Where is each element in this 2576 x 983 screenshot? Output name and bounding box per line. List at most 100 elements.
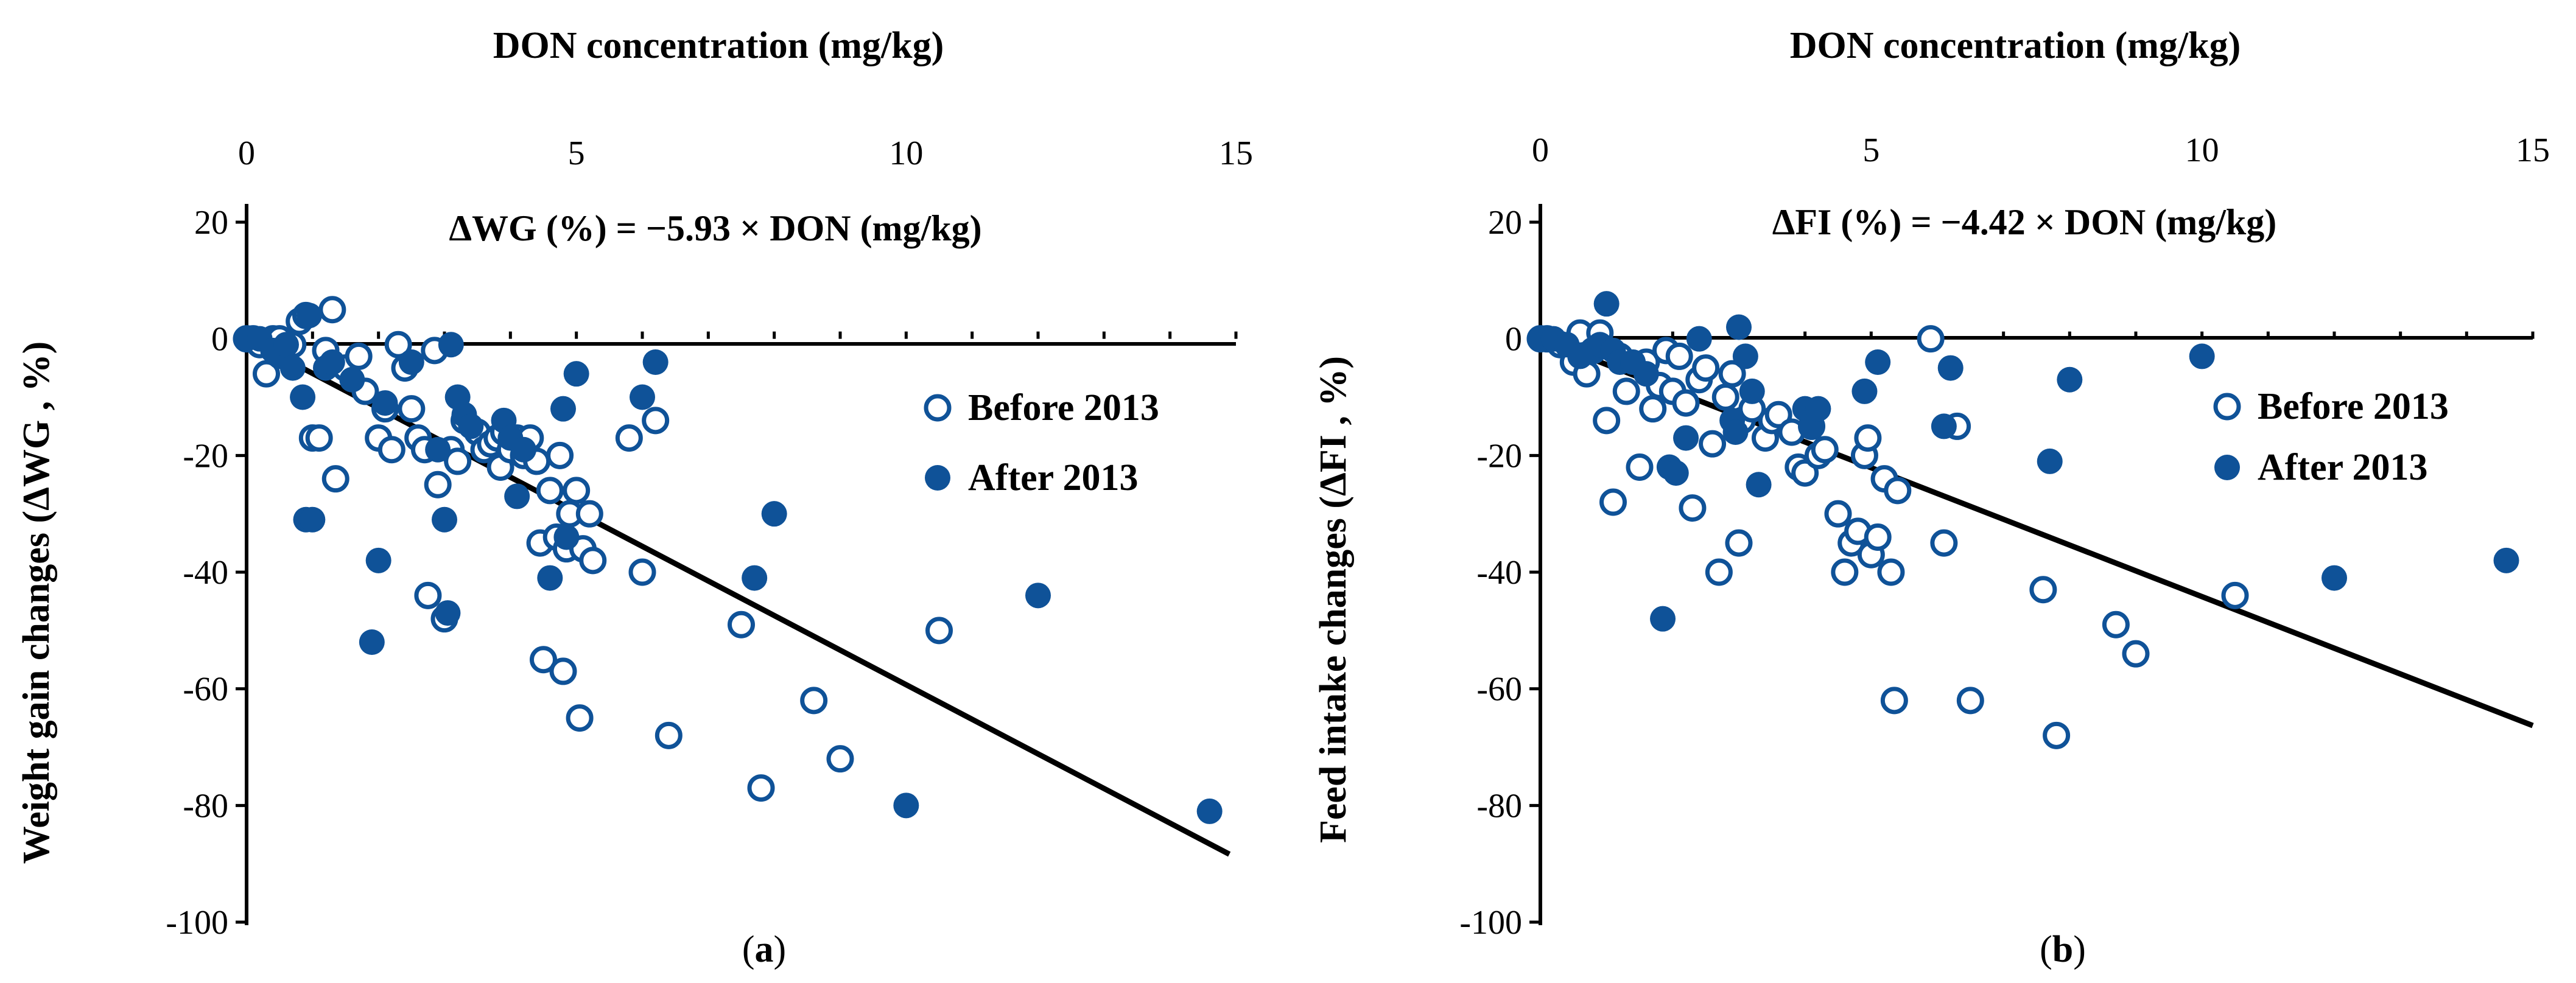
panel-b-top-axis-title: DON concentration (mg/kg): [1790, 25, 2241, 66]
panel-b-point-before-2013: [1824, 500, 1852, 528]
panel-b-y-tick-label: -60: [1476, 671, 1522, 708]
panel-a-point-after-2013: [279, 355, 306, 381]
panel-a-point-after-2013: [761, 501, 787, 527]
panel-b-point-after-2013: [1865, 349, 1891, 375]
panel-b-point-after-2013: [1673, 425, 1699, 451]
panel-b-y-tick-label: -80: [1476, 787, 1522, 825]
panel-a-point-after-2013: [742, 565, 768, 591]
panel-b-series-before-2013: [1526, 319, 2249, 749]
panel-b-legend-open-marker: [2213, 393, 2241, 421]
panel-a-point-before-2013: [563, 477, 591, 505]
panel-a-point-before-2013: [414, 581, 442, 609]
panel-b-point-before-2013: [1917, 325, 1945, 353]
panel-a-x-tick-label: 0: [238, 135, 255, 172]
panel-b-point-before-2013: [1705, 558, 1733, 586]
panel-b-point-after-2013: [2037, 448, 2063, 474]
panel-a-point-before-2013: [444, 447, 472, 475]
panel-b-regression-line: [1539, 336, 2534, 729]
panel-a-point-before-2013: [398, 395, 426, 423]
panel-a-point-after-2013: [435, 600, 461, 626]
panel-b-point-before-2013: [1699, 430, 1727, 458]
panel-b-point-before-2013: [1599, 488, 1627, 516]
panel-a: DON concentration (mg/kg) ΔWG (%) = −5.9…: [16, 25, 1253, 970]
panel-a-point-after-2013: [398, 349, 424, 375]
panel-a-legend-filled-marker: [925, 465, 950, 491]
panel-a-x-tick-label: 5: [568, 135, 585, 172]
panel-a-point-after-2013: [537, 565, 563, 591]
panel-b-point-after-2013: [1633, 361, 1659, 387]
panel-a-point-after-2013: [1196, 798, 1223, 824]
panel-b-point-before-2013: [1877, 558, 1905, 586]
panel-a-legend-open-marker: [924, 394, 952, 422]
panel-b-point-before-2013: [2102, 610, 2130, 638]
panel-a-point-after-2013: [458, 413, 484, 439]
panel-b-point-before-2013: [1764, 401, 1792, 429]
panel-b-point-after-2013: [2057, 366, 2083, 393]
panel-b-regression-equation: ΔFI (%) = −4.42 × DON (mg/kg): [1772, 202, 2276, 242]
panel-a-point-after-2013: [553, 524, 580, 550]
panel-a-y-tick-label: -80: [183, 787, 228, 825]
panel-b-x-tick-label: 15: [2516, 131, 2550, 169]
panel-a-point-before-2013: [579, 547, 607, 575]
panel-a-point-after-2013: [432, 506, 457, 533]
panel-b-point-before-2013: [1711, 383, 1739, 411]
panel-b-y-tick-label: -40: [1476, 554, 1522, 592]
panel-b-point-after-2013: [1851, 378, 1878, 404]
panel-b-point-before-2013: [2029, 576, 2057, 604]
panel-b-y-tick-label: -20: [1476, 437, 1522, 475]
panel-b-point-before-2013: [2221, 581, 2249, 609]
panel-b-point-before-2013: [1811, 436, 1839, 464]
panel-a-point-before-2013: [318, 296, 346, 324]
panel-a-legend-after: After 2013: [968, 457, 1138, 498]
panel-a-point-before-2013: [566, 704, 594, 732]
panel-a-point-after-2013: [300, 506, 326, 533]
panel-a-point-after-2013: [372, 390, 398, 416]
panel-a-label: (a): [742, 929, 786, 970]
panel-b-point-after-2013: [1739, 378, 1765, 404]
panel-a-y-ticks: 20 0 -20 -40 -60 -80 -100: [166, 204, 247, 942]
panel-b-point-before-2013: [1639, 395, 1667, 423]
panel-a-point-before-2013: [536, 477, 564, 505]
panel-b-point-before-2013: [1831, 558, 1859, 586]
panel-b-point-after-2013: [1805, 396, 1831, 422]
panel-a-point-after-2013: [359, 629, 385, 655]
panel-b-point-after-2013: [1650, 606, 1676, 632]
panel-b-point-before-2013: [1612, 377, 1640, 405]
panel-a-point-after-2013: [1025, 582, 1051, 609]
panel-a-x-tick-label: 10: [889, 135, 923, 172]
panel-b-y-axis-label: Feed intake changes (ΔFI , %): [1313, 356, 1354, 843]
panel-a-regression-line: [245, 336, 1231, 857]
panel-b-point-before-2013: [1884, 477, 1912, 505]
panel-b-point-after-2013: [1686, 326, 1712, 352]
panel-a-point-after-2013: [290, 384, 316, 410]
panel-b-label: (b): [2040, 929, 2086, 970]
panel-a-point-before-2013: [628, 558, 656, 586]
panel-b-point-before-2013: [1864, 523, 1892, 551]
panel-b-series-after-2013: [1528, 291, 2519, 632]
panel-b-point-before-2013: [1593, 407, 1621, 435]
panel-b-point-after-2013: [1722, 419, 1749, 445]
panel-a-point-after-2013: [339, 366, 365, 393]
panel-b-point-before-2013: [1692, 354, 1720, 382]
panel-b-point-before-2013: [1679, 494, 1707, 522]
panel-a-y-axis-label: Weight gain changes (ΔWG , %): [16, 341, 57, 864]
panel-a-point-before-2013: [424, 471, 452, 498]
panel-a-point-before-2013: [253, 360, 280, 388]
panel-a-point-after-2013: [563, 361, 589, 387]
panel-b-point-before-2013: [1854, 424, 1882, 452]
panel-a-top-axis-title: DON concentration (mg/kg): [493, 25, 944, 66]
panel-a-y-tick-label: 20: [194, 204, 228, 242]
panel-a-x-ticks: 0 5 10 15: [238, 135, 1253, 339]
panel-b-point-before-2013: [1626, 453, 1654, 481]
panel-a-point-before-2013: [615, 424, 643, 452]
panel-b: DON concentration (mg/kg) ΔFI (%) = −4.4…: [1313, 25, 2550, 970]
panel-a-point-before-2013: [321, 465, 349, 493]
panel-b-y-tick-label: 20: [1488, 204, 1522, 242]
panel-b-point-after-2013: [1931, 413, 1957, 439]
panel-b-point-after-2013: [1732, 343, 1758, 369]
panel-a-legend: Before 2013 After 2013: [924, 387, 1159, 498]
panel-a-y-tick-label: -60: [183, 671, 228, 708]
panel-a-series-after-2013: [234, 303, 1223, 824]
panel-a-point-after-2013: [425, 436, 451, 463]
